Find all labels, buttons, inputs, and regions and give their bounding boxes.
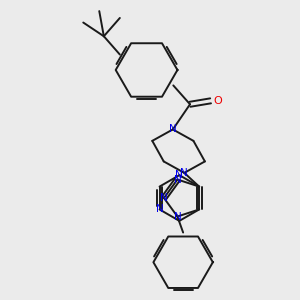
Text: N: N [176,170,183,180]
Text: N: N [156,204,164,214]
Text: N: N [173,212,181,221]
Text: N: N [160,193,168,203]
Text: O: O [213,96,222,106]
Text: N: N [169,124,177,134]
Text: N: N [173,175,181,184]
Text: N: N [180,168,188,178]
